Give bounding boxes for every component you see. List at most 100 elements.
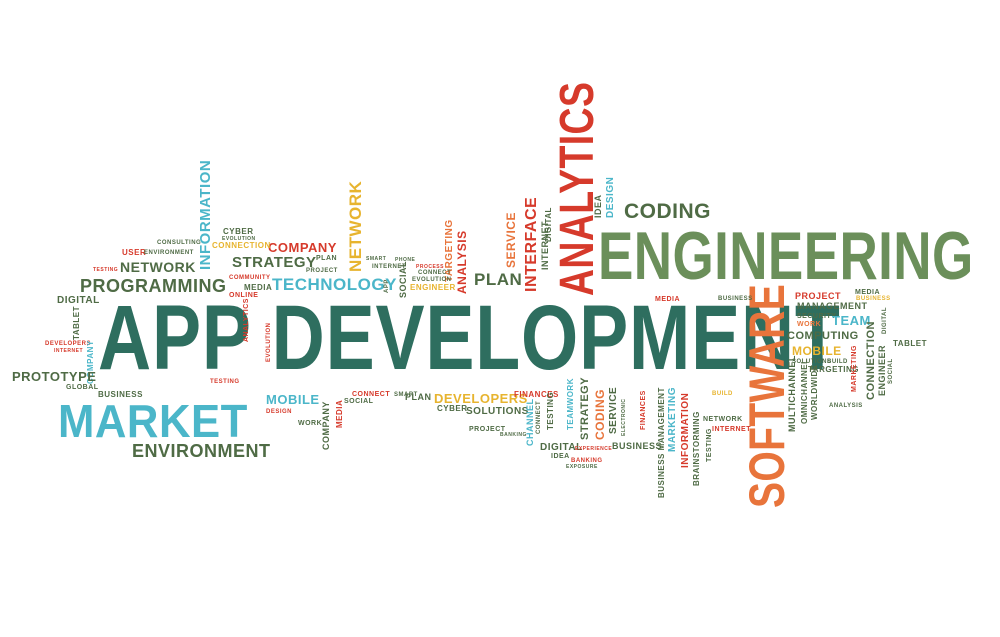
word-analytics-small: ANALYTICS [243, 298, 250, 342]
word-internet-center: INTERNET [372, 264, 406, 270]
word-media-right: MEDIA [655, 296, 681, 303]
word-business-right2: BUSINESS [856, 296, 891, 302]
word-finances-v: FINANCES [640, 390, 647, 430]
word-internet-small: INTERNET [54, 348, 83, 354]
word-project-small: PROJECT [306, 268, 338, 274]
word-testing-top: TESTING [93, 267, 119, 273]
word-plan-small: PLAN [316, 255, 338, 262]
word-banking: BANKING [571, 458, 603, 464]
word-digital: DIGITAL [57, 295, 100, 306]
word-engineer-center: ENGINEER [410, 283, 456, 292]
word-management: MANAGEMENT [797, 301, 868, 311]
word-analysis-right: ANALYSIS [829, 403, 863, 409]
word-app-v: APP [384, 279, 390, 293]
word-coding-bottom: CODING [593, 389, 607, 440]
word-coding: CODING [624, 200, 711, 223]
word-multichannel: MULTICHANNEL [787, 355, 797, 432]
word-media-left: MEDIA [244, 283, 273, 292]
word-network-v: NETWORK [346, 180, 365, 272]
word-media-bottom: MEDIA [335, 399, 344, 428]
word-service: SERVICE [504, 212, 518, 268]
word-computing: COMPUTING [787, 330, 859, 342]
word-channel: CHANNEL [525, 398, 535, 447]
word-information-bottom: INFORMATION [680, 392, 691, 468]
word-testing-right-v: TESTING [706, 428, 713, 462]
word-digital-bottom: DIGITAL [540, 442, 583, 453]
word-cyber-bottom: CYBER [437, 404, 468, 413]
word-marketing: MARKETING [667, 386, 678, 452]
word-tablet-right: TABLET [893, 339, 927, 348]
word-social-v: SOCIAL [398, 260, 408, 298]
word-build-right: BUILD [827, 359, 848, 365]
word-social-bottom: SOCIAL [344, 398, 374, 405]
word-evolution-center: EVOLUTION [412, 277, 452, 283]
word-finances: FINANCES [514, 390, 559, 399]
word-mobile-bottom: MOBILE [266, 392, 320, 407]
word-digital-v: DIGITAL [544, 207, 553, 242]
word-evolution-v: EVOLUTION [266, 322, 272, 362]
word-team: TEAM [832, 313, 871, 328]
word-online: ONLINE [229, 292, 259, 299]
word-marketing-right: MARKETING [851, 345, 858, 392]
word-environment: ENVIRONMENT [132, 441, 271, 461]
word-cyber: CYBER [223, 227, 254, 236]
word-plan-bottom: PLAN [405, 392, 432, 402]
word-exposure: EXPOSURE [566, 464, 598, 470]
word-business-bottom: BUSINESS [612, 441, 663, 451]
word-prototype: PROTOTYPE [12, 369, 97, 384]
word-security: SECURITY [797, 313, 837, 320]
word-technology: TECHNOLOGY [272, 275, 397, 294]
word-user: USER [122, 248, 147, 257]
word-targeting-right: TARGETING [808, 365, 860, 374]
word-company-bottom: COMPANY [321, 401, 331, 450]
word-company: COMPANY [268, 240, 337, 255]
word-service-bottom: SERVICE [608, 386, 619, 434]
word-connection-small: CONNECTION [212, 241, 271, 250]
word-phone: PHONE [395, 257, 416, 263]
word-project-right: PROJECT [795, 291, 842, 301]
word-work: WORK [797, 321, 822, 328]
word-brainstorming: BRAINSTORMING [692, 411, 701, 486]
word-analysis-v: ANALYSIS [455, 230, 469, 294]
word-programming: PROGRAMMING [80, 276, 227, 296]
word-teamwork: TEAMWORK [566, 378, 575, 430]
word-network-bottom: NETWORK [703, 416, 743, 423]
word-idea-bottom: IDEA [551, 453, 570, 460]
word-social-right: SOCIAL [888, 358, 894, 384]
word-digital-right: DIGITAL [882, 306, 888, 334]
word-worldwide: WORLDWIDE [810, 364, 819, 420]
word-business-management: BUSINESS MANAGEMENT [657, 387, 666, 498]
word-developers: DEVELOPERS [434, 391, 528, 406]
word-testing-left: TESTING [210, 379, 240, 385]
word-build-bottom: BUILD [712, 391, 733, 397]
word-engineering: ENGINEERING [598, 218, 974, 294]
word-design-v: DESIGN [605, 176, 616, 218]
word-solutions: SOLUTIONS [466, 406, 529, 417]
word-plan: PLAN [474, 270, 523, 289]
word-interface: INTERFACE [523, 196, 540, 292]
word-business-right: BUSINESS [718, 296, 753, 302]
word-consulting: CONSULTING [157, 240, 202, 246]
word-evolution-top: EVOLUTION [222, 236, 256, 242]
word-information: INFORMATION [197, 159, 214, 270]
word-internet-bottom: INTERNET [712, 426, 751, 433]
word-experience: EXPERIENCE [575, 446, 613, 452]
word-solutions-right: SOLUTIONS [792, 359, 832, 365]
word-global: GLOBAL [66, 384, 99, 391]
word-developers-small: DEVELOPERS [45, 341, 92, 347]
word-omnichannel: OMNICHANNEL [800, 358, 809, 425]
word-analytics: ANALYTICS [551, 81, 604, 296]
word-connection-v: CONNECTION [865, 321, 877, 400]
word-smart-bottom: SMART [394, 392, 418, 398]
word-process: PROCESS [416, 264, 444, 270]
word-network-h: NETWORK [120, 259, 196, 275]
word-project-bottom: PROJECT [469, 426, 506, 433]
word-business-left: BUSINESS [98, 390, 143, 399]
word-idea-v: IDEA [593, 194, 603, 218]
word-banking-bottom: BANKING [500, 432, 527, 438]
word-connect-bottom: CONNECT [352, 391, 391, 398]
word-software: SOFTWARE [739, 283, 795, 508]
word-smart: SMART [366, 256, 387, 262]
word-engineer-v: ENGINEER [877, 344, 887, 396]
